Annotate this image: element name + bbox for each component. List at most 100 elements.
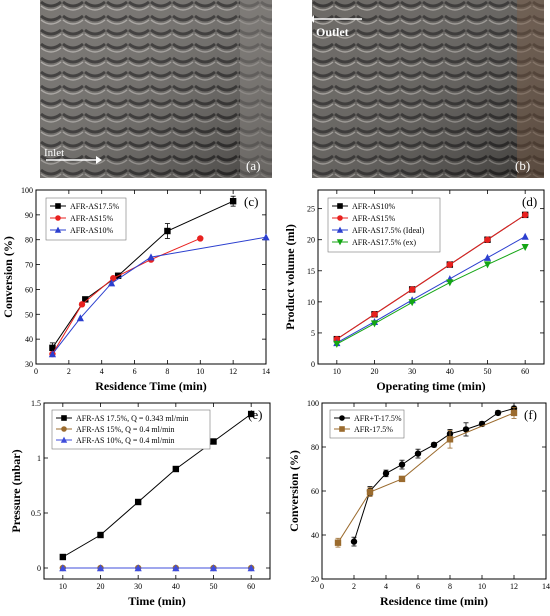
x-tick-label: 8 xyxy=(165,367,169,376)
y-tick-label: 100 xyxy=(21,186,33,195)
x-tick-label: 8 xyxy=(448,582,452,591)
data-point xyxy=(209,564,218,572)
y-tick-label: 60 xyxy=(311,487,319,496)
x-tick-label: 4 xyxy=(100,367,104,376)
data-point xyxy=(521,232,529,240)
y-tick-label: 5 xyxy=(311,329,315,338)
y-tick-label: 10 xyxy=(307,298,315,307)
y-tick-label: 80 xyxy=(25,236,33,245)
legend-label: AFR-AS15% xyxy=(70,214,113,223)
y-tick-label: 0 xyxy=(37,564,41,573)
panel-label: (f) xyxy=(524,407,537,422)
legend-box xyxy=(327,197,441,253)
x-tick-label: 40 xyxy=(172,582,180,591)
data-point xyxy=(398,475,406,483)
series-line xyxy=(336,246,526,345)
series-line xyxy=(52,236,267,355)
legend-marker xyxy=(55,215,61,221)
data-point xyxy=(107,279,116,287)
outlet-label: Outlet xyxy=(316,25,349,39)
plot-frame xyxy=(43,402,271,580)
data-point xyxy=(483,261,492,269)
legend-label: AFR-AS17.5% xyxy=(70,202,119,211)
x-tick-label: 6 xyxy=(416,582,420,591)
y-tick-label: 30 xyxy=(25,360,33,369)
data-point xyxy=(229,197,237,205)
series-line xyxy=(51,238,201,355)
x-axis-title: Operating time (min) xyxy=(376,379,485,393)
x-tick-label: 6 xyxy=(133,367,137,376)
data-point xyxy=(334,539,342,546)
x-axis-title: Residence Time (min) xyxy=(95,379,207,393)
y-axis-title: Pressure (mbar) xyxy=(9,449,23,532)
legend-label: AFR-AS 10%, Q = 0.4 ml/min xyxy=(76,436,175,445)
photo-inlet: Inlet (a) xyxy=(40,0,272,178)
chart-panel-e: 10 20 30 40 50 60 0 0.5 1 1.5 Time (min) Pressure (… xyxy=(9,399,271,608)
x-tick-label: 40 xyxy=(446,367,454,376)
legend-label: AFR-AS17.5% (Ideal) xyxy=(352,226,425,235)
data-point xyxy=(398,461,406,468)
y-tick-label: 25 xyxy=(307,205,315,214)
data-point xyxy=(97,531,104,539)
legend-label: AFR-AS15% xyxy=(352,214,395,223)
data-point xyxy=(350,538,358,545)
legend-marker xyxy=(55,203,61,209)
data-point xyxy=(172,564,180,572)
legend-marker xyxy=(339,426,345,432)
y-tick-label: 40 xyxy=(311,531,319,540)
data-point xyxy=(333,340,341,348)
y-tick-label: 0.5 xyxy=(31,509,41,518)
legend-box xyxy=(51,409,211,450)
y-tick-label: 20 xyxy=(311,575,319,584)
data-point xyxy=(510,409,518,417)
data-point xyxy=(484,236,491,243)
y-tick-label: 50 xyxy=(25,310,33,319)
legend-label: AFR-AS 15%, Q = 0.4 ml/min xyxy=(76,425,175,434)
data-point xyxy=(462,426,470,433)
x-tick-label: 2 xyxy=(352,582,356,591)
panel-label-b: (b) xyxy=(515,158,530,173)
x-tick-label: 12 xyxy=(229,367,237,376)
legend-label: AFR-17.5% xyxy=(354,425,393,434)
x-tick-label: 14 xyxy=(542,582,550,591)
data-point xyxy=(134,564,142,572)
x-tick-label: 4 xyxy=(384,582,388,591)
legend-marker xyxy=(60,436,68,443)
data-point xyxy=(494,409,502,417)
x-tick-label: 10 xyxy=(59,582,67,591)
data-point xyxy=(247,410,255,418)
panel-label: (e) xyxy=(248,407,262,422)
y-tick-label: 80 xyxy=(311,443,319,452)
x-tick-label: 20 xyxy=(371,367,379,376)
data-point xyxy=(408,299,416,307)
x-tick-label: 2 xyxy=(67,367,71,376)
y-tick-label: 1 xyxy=(37,454,41,463)
data-point xyxy=(408,286,416,293)
data-point xyxy=(48,350,57,358)
data-point xyxy=(59,553,67,561)
data-point xyxy=(521,243,529,251)
data-point xyxy=(76,314,84,322)
data-point xyxy=(78,301,86,308)
series-line xyxy=(336,236,526,344)
legend-marker xyxy=(61,415,67,421)
data-point xyxy=(197,235,204,242)
legend-marker xyxy=(336,239,344,246)
y-axis-title: Conversion (%) xyxy=(1,236,15,318)
legend-marker xyxy=(61,426,67,432)
x-tick-label: 10 xyxy=(333,367,341,376)
x-tick-label: 10 xyxy=(196,367,204,376)
y-tick-label: 1.5 xyxy=(31,399,41,408)
y-tick-label: 15 xyxy=(307,267,315,276)
y-tick-label: 100 xyxy=(307,399,319,408)
data-point xyxy=(483,253,492,261)
x-tick-label: 60 xyxy=(521,367,529,376)
x-tick-label: 60 xyxy=(247,582,255,591)
data-point xyxy=(49,344,56,352)
legend-marker xyxy=(336,226,344,233)
data-point xyxy=(247,564,255,572)
x-tick-label: 30 xyxy=(408,367,416,376)
data-point xyxy=(414,450,422,457)
inlet-label: Inlet xyxy=(44,147,64,159)
